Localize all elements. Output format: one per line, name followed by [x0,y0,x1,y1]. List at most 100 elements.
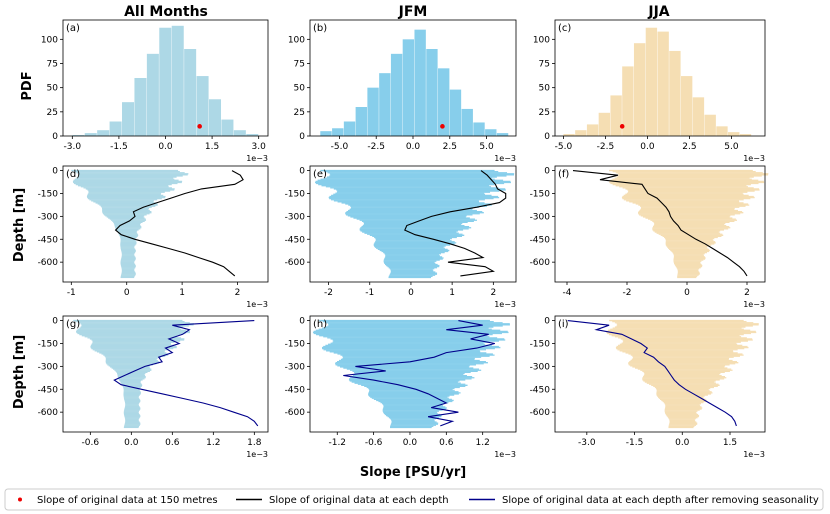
sci-notation-label: 1e−3 [246,450,268,459]
histogram-bar [716,126,728,136]
x-tick-label: -1 [365,288,374,298]
x-tick-label: -2 [623,288,632,298]
x-tick-label: 1.2 [206,438,220,448]
axes-frame [309,315,517,433]
panel-g: -0.6 0.0 0.6 1.2 1.8 0 -150 -300 -450 -600 (g) 1e−3 [38,315,269,459]
sci-notation-label: 1e−3 [743,154,765,163]
y-tick-label: 0 [52,167,58,177]
histogram-bar [426,49,438,136]
x-tick-label: 0.0 [675,438,690,448]
panel-label: (a) [66,23,80,34]
panel-label: (h) [313,319,327,330]
histogram-bar [563,134,575,136]
y-tick-label: 100 [533,35,550,45]
panel-label: (b) [313,23,327,34]
column-title-jfm: JFM [398,4,428,20]
histogram-bar [610,95,622,136]
x-tick-label: 5.0 [724,142,739,152]
y-tick-label: 0 [299,167,305,177]
panel-label: (e) [313,169,327,180]
sci-notation-label: 1e−3 [494,300,516,309]
x-tick-label: 2.5 [443,142,457,152]
panel-a: -3.0 -1.5 0.0 1.5 3.0 0 25 50 75 100 (a) 1e−3 [41,19,269,163]
y-tick-label: -300 [285,212,306,222]
y-tick-label: 50 [539,84,551,94]
x-tick-label: -1.2 [328,438,346,448]
histogram-bar [438,68,450,136]
sci-notation-label: 1e−3 [246,300,268,309]
y-tick-label: 50 [294,84,306,94]
axes-frame [62,315,269,433]
y-tick-label: -150 [530,339,551,349]
x-tick-label: 0.0 [640,142,655,152]
y-tick-label: -600 [38,408,59,418]
y-tick-label: 100 [288,35,305,45]
histogram-bar [449,89,462,136]
y-tick-label: -450 [38,385,59,395]
legend-frame [4,488,824,511]
y-tick-label: -450 [530,385,551,395]
histogram-bar [473,122,485,136]
histogram-bar [208,99,222,136]
panel-i: -3.0 -1.5 0.0 1.5 0 -150 -300 -450 -600 (i) 1e−3 [530,315,766,459]
y-tick-label: 75 [294,60,305,70]
y-tick-label: -150 [38,339,59,349]
histogram-bar [233,130,246,136]
row-label-pdf: PDF [20,71,35,100]
x-tick-label: -1.5 [110,142,128,152]
x-axis-label: Slope [PSU/yr] [360,465,466,480]
histogram-bar [134,78,147,136]
histogram-bar [320,131,332,136]
histogram-bar [367,87,379,136]
sci-notation-label: 1e−3 [246,154,268,163]
axes-frame [62,165,269,283]
histogram-bar [379,73,391,136]
y-tick-label: -600 [285,408,306,418]
histogram-bar [159,27,172,136]
x-tick-label: -1.5 [626,438,644,448]
y-tick-label: 0 [52,317,58,327]
histogram-bar [575,130,587,136]
histogram-bar [355,107,367,136]
y-tick-label: 75 [47,60,58,70]
x-tick-label: 0 [408,288,414,298]
y-tick-label: 25 [47,108,58,118]
slope-profile-line [113,320,259,427]
histogram-bar [414,29,426,137]
slope-150m-marker [440,124,445,129]
y-tick-label: -600 [285,258,306,268]
y-tick-label: -600 [38,258,59,268]
histogram-bar [598,112,611,136]
y-tick-label: -450 [285,235,306,245]
x-tick-label: -3.0 [578,438,596,448]
sci-notation-label: 1e−3 [494,450,516,459]
y-tick-label: -150 [285,189,306,199]
histogram-bar [728,132,740,136]
histogram-bar [645,27,658,136]
histogram-bar [171,25,184,136]
histogram-bar [669,50,681,136]
slope-profile-line [114,170,244,277]
axes-frame [554,165,766,283]
x-tick-label: -1 [67,288,76,298]
x-tick-label: 0.0 [406,142,421,152]
y-tick-label: 100 [41,35,58,45]
y-tick-label: -450 [285,385,306,395]
x-tick-label: -0.6 [82,438,100,448]
column-title-all-months: All Months [124,4,208,20]
histogram-bar [586,124,599,136]
y-tick-label: 25 [294,108,305,118]
histogram-bar [704,114,716,136]
x-tick-label: 3.0 [252,142,267,152]
sci-notation-label: 1e−3 [743,300,765,309]
slope-profile-line [567,320,737,427]
legend-item-deseasoned: Slope of original data at each depth aft… [502,495,819,506]
histogram-bar [146,53,159,137]
x-tick-label: -5.0 [331,142,349,152]
axes-frame [309,165,517,283]
x-tick-label: 0.0 [124,438,139,448]
x-tick-label: -3.0 [64,142,82,152]
panel-f: -4 -2 0 2 0 -150 -300 -450 -600 (f) 1e−3 [530,165,769,309]
